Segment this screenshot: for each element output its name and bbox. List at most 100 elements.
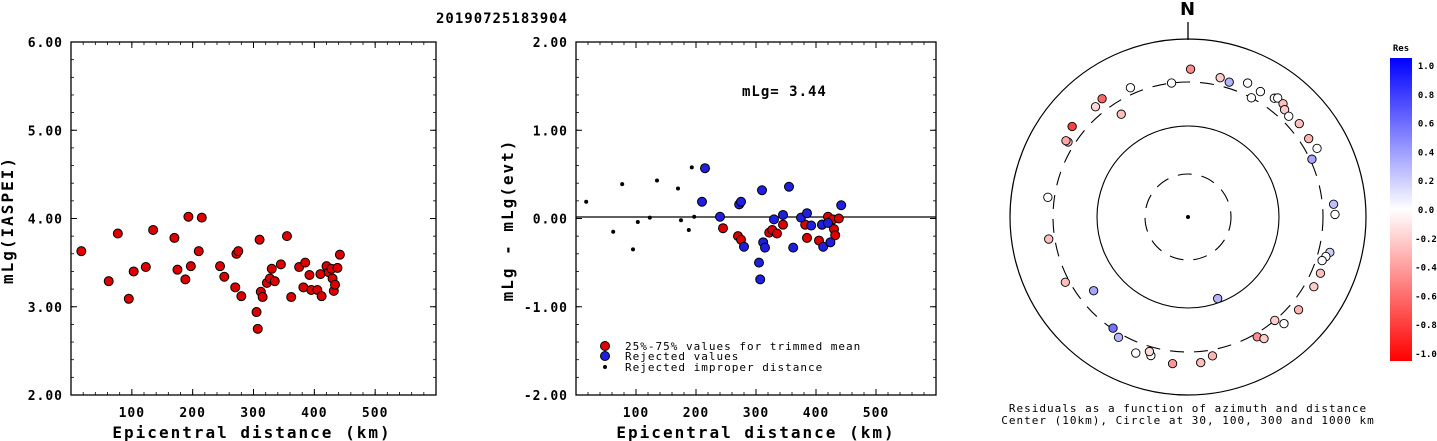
- data-point: [185, 261, 196, 272]
- ring-1000km: [1009, 38, 1367, 396]
- station-residual-point: [1043, 192, 1053, 202]
- improper-distance-point: [692, 214, 697, 219]
- trimmed-point: [802, 232, 812, 243]
- station-residual-point: [1196, 357, 1206, 368]
- x-tick-label: 200: [179, 406, 205, 421]
- data-point: [140, 262, 151, 273]
- data-point: [193, 246, 204, 257]
- data-point: [148, 224, 159, 235]
- station-residual-point: [1090, 102, 1101, 112]
- data-point: [286, 292, 297, 303]
- x-tick-label: 400: [301, 406, 327, 421]
- legend-label-trimmed: 25%-75% values for trimmed mean: [625, 340, 861, 353]
- ring-300km: [1052, 81, 1324, 353]
- legend-label-improper: Rejected improper distance: [625, 361, 823, 374]
- panel-residuals: 100 200 300 400 500 -2.00 -1.00 0.00 1.00 2.00 Ep…: [498, 36, 937, 441]
- x-tick-label: 300: [743, 406, 769, 421]
- station-residual-point: [1044, 234, 1054, 244]
- station-residual-point: [1279, 318, 1289, 329]
- data-point: [183, 211, 194, 222]
- improper-distance-point: [647, 215, 652, 220]
- station-residual-point: [1125, 83, 1136, 93]
- station-residual-point: [1060, 277, 1070, 287]
- colorbar-tick-label: -1.0: [1415, 350, 1437, 360]
- data-point: [315, 269, 326, 280]
- data-point: [128, 266, 139, 277]
- north-label: N: [1180, 0, 1196, 20]
- legend: 25%-75% values for trimmed mean Rejected…: [600, 340, 861, 374]
- x-axis-label: Epicentral distance (km): [616, 423, 895, 441]
- x-tick-label: 100: [119, 406, 145, 421]
- legend-label-rejected: Rejected values: [625, 350, 739, 363]
- station-residual-point: [1279, 105, 1290, 115]
- station-residual-point: [1317, 255, 1327, 266]
- station-residual-point: [1224, 77, 1234, 87]
- legend-marker-trimmed: [600, 341, 610, 351]
- station-residual-point: [1242, 78, 1253, 88]
- data-points: [584, 163, 847, 285]
- station-residual-point: [1167, 358, 1178, 369]
- legend-marker-rejected: [600, 351, 610, 361]
- data-points: [76, 211, 345, 334]
- y-tick-label: 1.00: [533, 124, 568, 139]
- station-residual-point: [1307, 154, 1317, 164]
- x-tick-label: 500: [863, 406, 889, 421]
- y-tick-label: 0.00: [533, 213, 568, 228]
- data-point: [257, 292, 268, 303]
- station-residual-point: [1144, 346, 1155, 357]
- colorbar-tick-label: -0.2: [1415, 235, 1437, 245]
- data-point: [112, 228, 123, 239]
- rejected-point: [825, 237, 836, 248]
- rejected-point: [818, 241, 829, 252]
- station-residual-point: [1309, 282, 1319, 292]
- y-tick-label: 5.00: [28, 124, 63, 139]
- data-point: [281, 231, 292, 242]
- caption-line-2: Center (10km), Circle at 30, 100, 300 an…: [1001, 414, 1375, 427]
- colorbar-title: Res: [1393, 44, 1409, 54]
- improper-distance-point: [686, 227, 691, 232]
- improper-distance-point: [676, 186, 680, 191]
- data-point: [266, 263, 277, 274]
- rejected-point: [697, 196, 707, 207]
- rejected-point: [784, 181, 794, 192]
- colorbar-tick-label: 0.6: [1418, 120, 1434, 130]
- data-point: [230, 282, 241, 293]
- data-point: [334, 249, 345, 260]
- data-point: [300, 257, 311, 268]
- data-point: [304, 269, 315, 280]
- data-point: [180, 274, 191, 285]
- colorbar-ticks: 1.0 0.8 0.6 0.4 0.2 0.0 -0.2 -0.4 -0.6 -0.8 -1.0: [1415, 62, 1437, 360]
- station-residual-point: [1108, 323, 1118, 333]
- colorbar-tick-label: 0.4: [1418, 148, 1435, 158]
- data-point: [236, 291, 247, 302]
- station-residual-point: [1113, 332, 1124, 342]
- x-tick-label: 300: [240, 406, 266, 421]
- magnitude-annotation: mLg= 3.44: [742, 84, 827, 100]
- improper-distance-point: [689, 165, 694, 170]
- data-point: [332, 262, 343, 273]
- y-tick-label: 2.00: [28, 389, 63, 404]
- y-tick-label: -1.00: [524, 301, 568, 316]
- data-point: [123, 293, 134, 304]
- ring-100km: [1096, 125, 1280, 309]
- station-residual-point: [1273, 93, 1283, 103]
- station-residual-point: [1259, 333, 1269, 344]
- station-residual-point: [1213, 293, 1223, 304]
- improper-distance-point: [679, 218, 683, 223]
- colorbar-tick-label: -0.8: [1415, 321, 1437, 331]
- rejected-point: [715, 211, 725, 222]
- station-residual-point: [1330, 209, 1340, 220]
- x-axis-label: Epicentral distance (km): [112, 423, 391, 441]
- rejected-point: [788, 242, 799, 253]
- data-points: [1043, 64, 1340, 369]
- station-residual-point: [1166, 78, 1177, 88]
- data-point: [103, 276, 114, 287]
- colorbar-tick-label: 0.8: [1418, 91, 1434, 101]
- data-point: [316, 291, 327, 302]
- rejected-point: [757, 185, 767, 196]
- station-residual-point: [1293, 305, 1304, 315]
- rejected-point: [806, 220, 817, 231]
- rejected-point: [739, 241, 749, 252]
- rejected-point: [754, 257, 764, 268]
